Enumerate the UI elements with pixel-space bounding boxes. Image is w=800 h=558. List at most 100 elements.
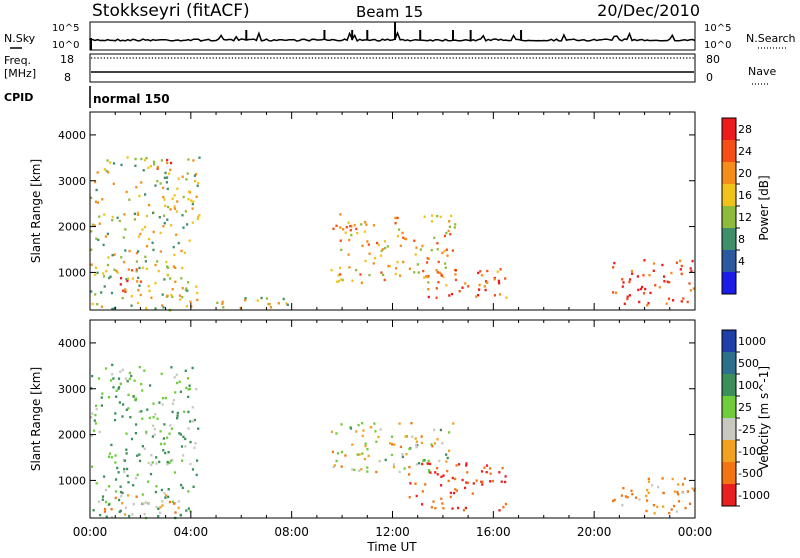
range-cell [450,214,453,218]
range-cell [190,199,193,202]
range-cell [426,275,429,279]
range-cell [481,483,484,486]
range-cell [127,268,130,271]
range-cell [369,426,372,429]
range-cell [110,456,113,459]
range-cell [478,288,481,291]
range-cell [335,432,338,435]
range-cell [167,495,170,499]
range-cell [350,225,353,228]
range-cell [169,277,172,280]
range-cell [361,434,364,438]
range-cell [194,179,197,183]
range-cell [116,466,119,470]
range-cell [149,384,152,387]
range-cell [454,488,457,491]
range-cell [90,248,93,251]
range-cell [368,252,371,255]
range-cell [442,507,445,510]
time-tick-label: 20:00 [577,525,612,539]
range-cell [123,513,127,516]
range-cell [431,214,434,217]
range-cell [111,363,114,367]
range-cell [103,285,106,288]
range-cell [165,181,168,184]
range-cell [134,432,137,435]
range-cell [415,494,418,498]
range-cell [152,415,155,419]
range-cell [330,269,333,272]
range-cell [100,404,103,407]
range-cell [103,168,106,171]
range-cell [128,371,131,375]
range-cell [107,396,111,399]
range-cell [467,285,470,288]
range-cell [481,480,484,483]
range-cell [191,366,194,370]
range-cell [176,411,179,415]
range-cell [415,463,418,466]
range-cell [453,226,456,229]
colorbar-swatch [722,462,736,485]
power-ylabel: Slant Range [km] [29,159,43,263]
range-cell [647,491,650,495]
range-cell [95,237,98,240]
range-cell [452,491,456,495]
range-cell [621,278,624,281]
range-cell [120,163,123,167]
velocity-colorbar-label: Velocity [m s^-1] [757,366,771,470]
range-cell [399,244,402,247]
range-cell [427,295,430,299]
range-cell [434,507,437,510]
range-cell [152,248,155,252]
range-cell [118,401,121,404]
range-cell [408,447,411,451]
range-cell [673,490,676,493]
range-cell [381,248,384,251]
range-cell [638,498,641,501]
range-cell [143,512,146,516]
range-cell [197,427,200,430]
range-cell [142,502,145,505]
range-cell [623,302,626,305]
range-cell [166,294,169,297]
range-cell [184,369,187,372]
range-cell [358,453,361,456]
range-cell [133,379,136,382]
range-cell [626,496,629,499]
range-cell [187,490,190,493]
range-cell [110,291,114,295]
range-cell [351,468,354,471]
range-cell [455,464,458,467]
range-cell [183,251,186,254]
range-cell [168,172,171,175]
range-cell [361,452,364,455]
range-cell [391,435,394,438]
range-cell [676,490,679,494]
range-cell [159,231,162,235]
range-cell [355,430,358,433]
range-cell [444,262,447,265]
range-cell [396,216,399,220]
range-cell [155,485,158,488]
range-cell [126,156,129,159]
range-cell [446,456,449,460]
range-cell [96,201,99,204]
range-cell [157,269,160,273]
range-cell [138,453,141,456]
range-cell [479,270,482,273]
range-cell [164,204,167,208]
range-tick-label: 1000 [58,474,86,487]
range-cell [504,475,507,478]
range-cell [339,213,342,216]
nsearch-bottom-tick: 10^0 [704,40,731,51]
range-cell [163,176,166,179]
range-cell [466,481,470,485]
range-cell [96,171,99,174]
range-cell [144,260,147,263]
range-cell [138,365,141,369]
range-cell [441,442,444,445]
range-cell [652,504,655,507]
range-cell [401,231,404,235]
range-cell [628,280,631,284]
